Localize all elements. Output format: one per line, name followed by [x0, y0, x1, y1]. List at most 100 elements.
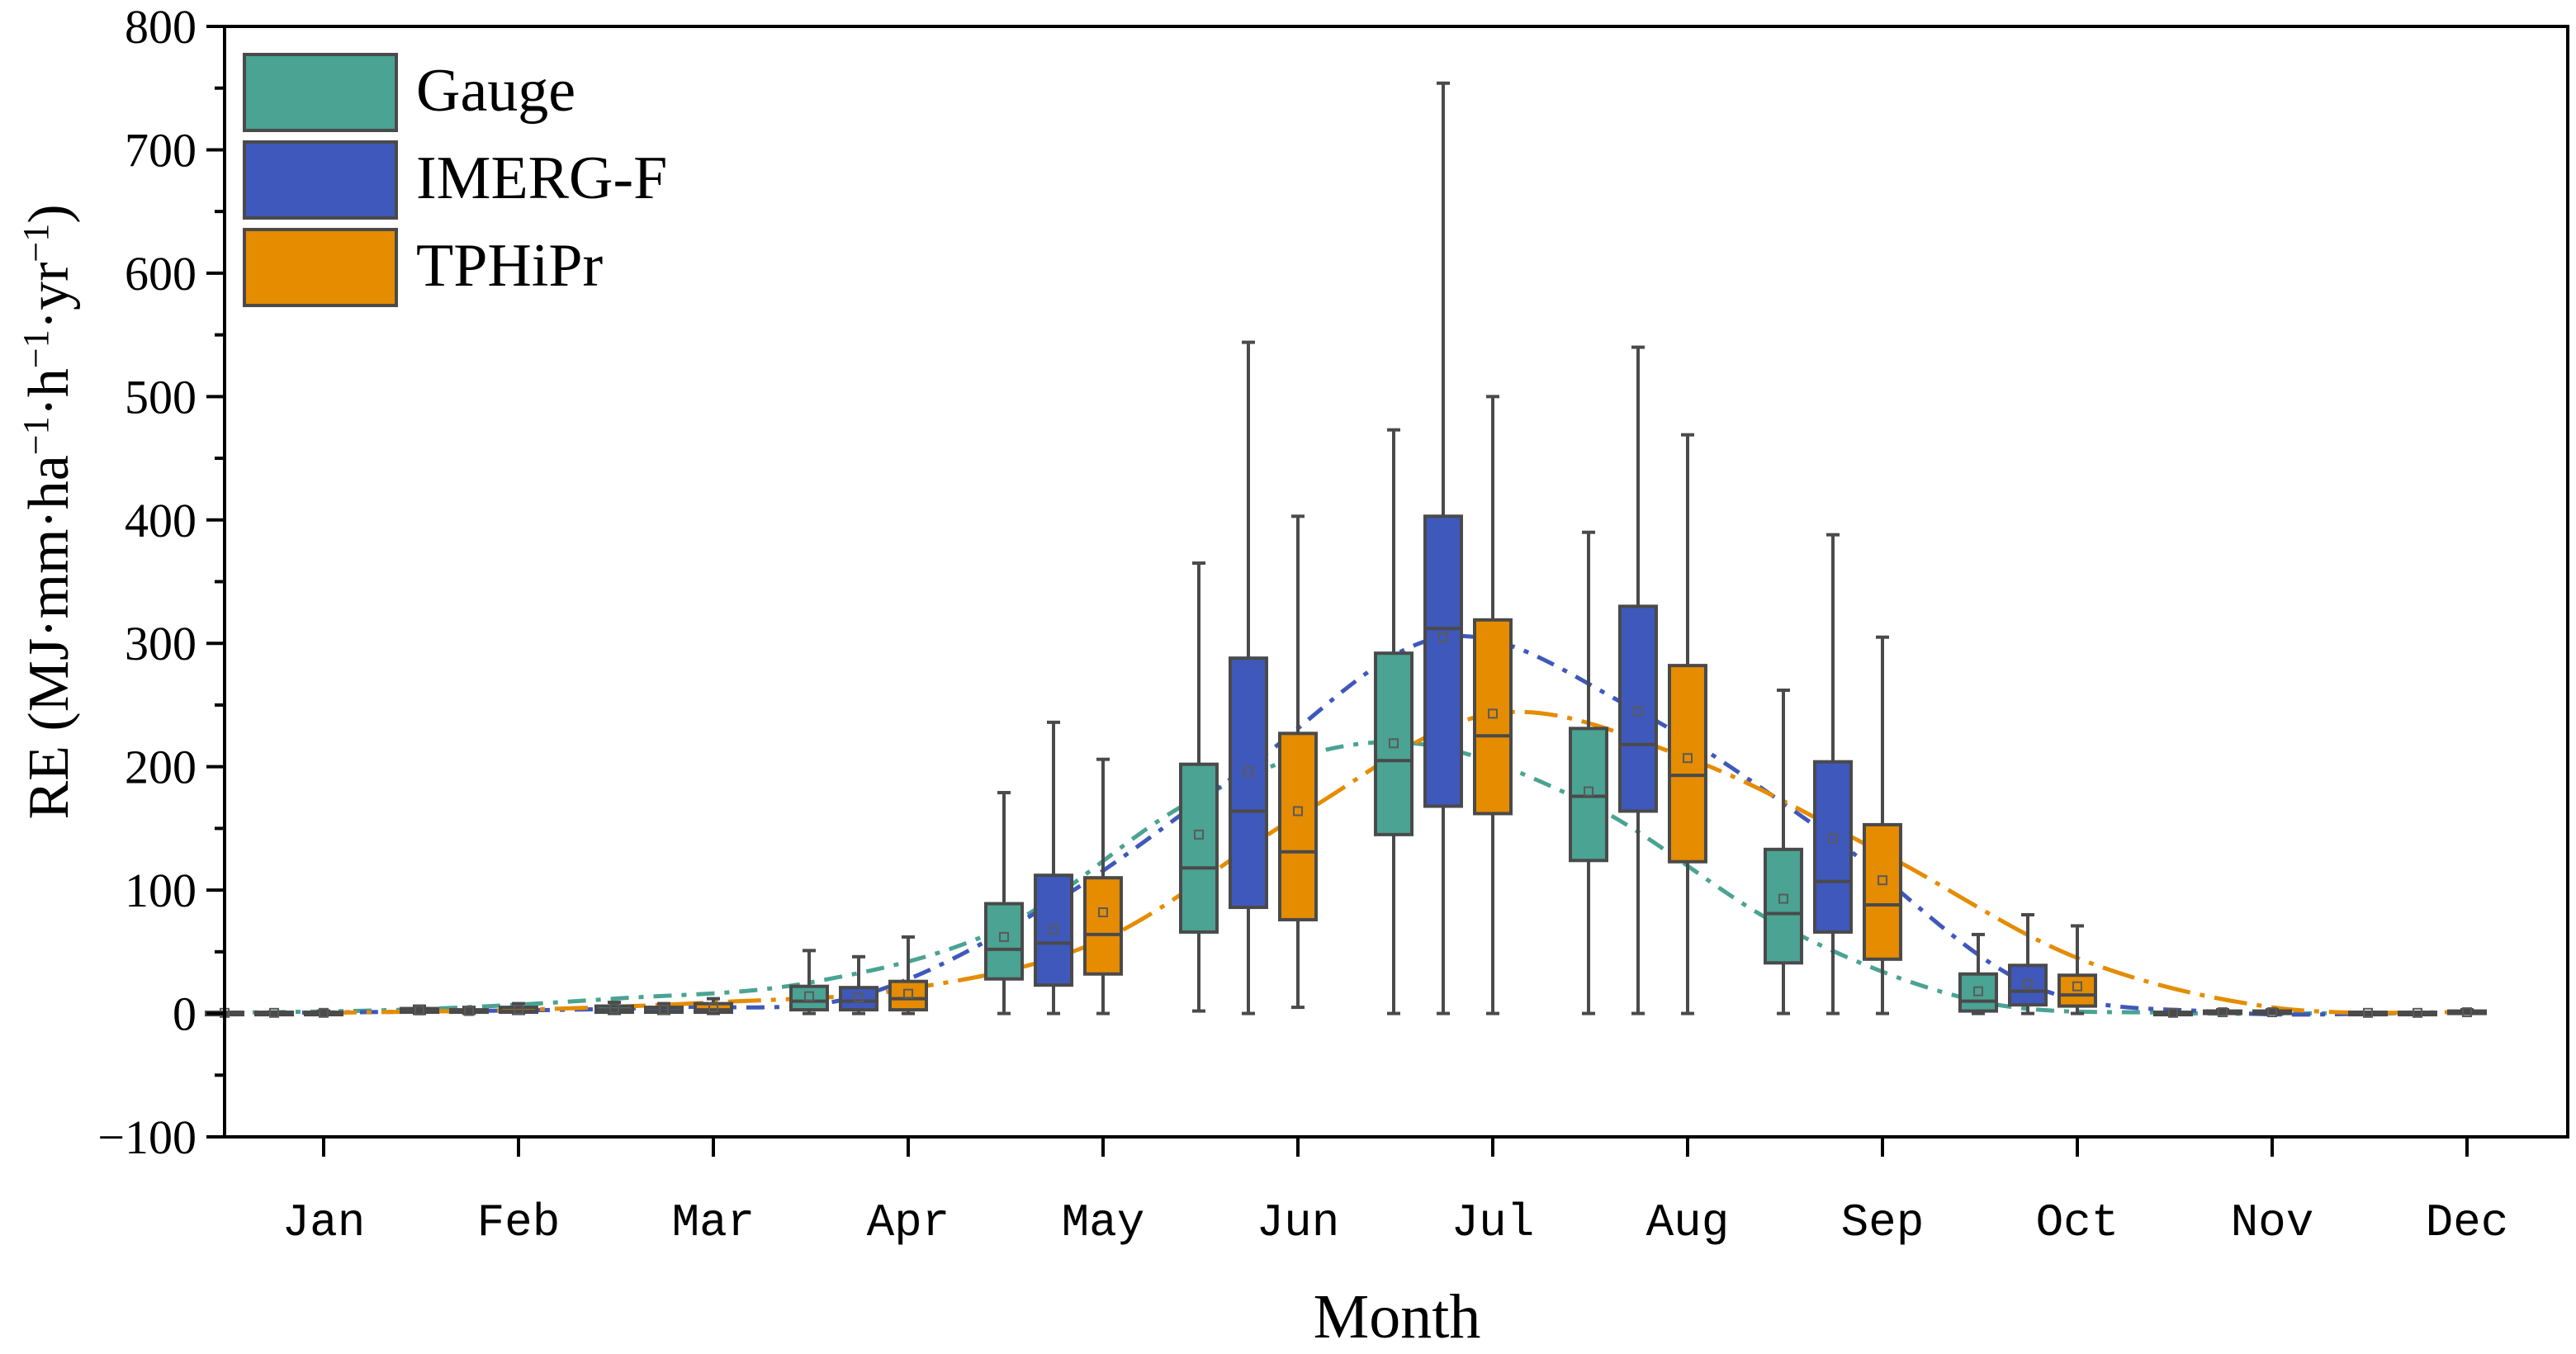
box-body [1618, 604, 1658, 813]
legend-swatch-gauge [243, 53, 398, 132]
mean-marker [2462, 1007, 2472, 1018]
box-body [1179, 762, 1219, 934]
box-tphipr-jun [1278, 514, 1318, 1010]
y-label-part: ·h [17, 368, 81, 416]
box-gauge-mar [594, 1001, 634, 1016]
box-tphipr-sep [1863, 635, 1902, 1016]
box-body [888, 979, 928, 1012]
y-label-superscript: −1 [16, 224, 56, 263]
box-body [1229, 656, 1268, 910]
box-gauge-sep [1764, 689, 1803, 1016]
legend-label-imerg-f: IMERG-F [416, 144, 667, 212]
mean-marker [659, 1005, 669, 1016]
box-body [1958, 972, 1998, 1013]
box-imerg-f-feb [449, 1006, 489, 1016]
box-gauge-feb [400, 1004, 439, 1016]
mean-marker [1633, 706, 1643, 717]
mean-marker [1293, 806, 1303, 817]
y-tick-label: 500 [125, 370, 197, 424]
y-label-superscript: −1 [16, 416, 56, 455]
y-tick-label: −100 [97, 1110, 197, 1164]
box-gauge-nov [2153, 1007, 2193, 1018]
box-body [1034, 873, 1073, 987]
x-tick-label: Feb [477, 1196, 561, 1249]
x-axis: Jan Feb Mar Apr May Jun Jul Aug Sep Oct Nov Dec [282, 1137, 2509, 1249]
mean-marker [609, 1003, 619, 1014]
box-imerg-f-mar [644, 1001, 684, 1016]
mean-marker [414, 1005, 424, 1016]
box-tphipr-dec [2447, 1007, 2487, 1018]
box-tphipr-feb [499, 1001, 538, 1016]
mean-marker [1973, 986, 1983, 997]
x-tick-label: Sep [1841, 1196, 1925, 1249]
x-tick-label: Oct [2036, 1196, 2119, 1249]
box-group [205, 81, 2487, 1018]
box-body [839, 986, 878, 1012]
box-imerg-f-may [1034, 720, 1073, 1016]
y-tick-label: 200 [125, 741, 197, 794]
box-imerg-f-apr [839, 954, 878, 1016]
mean-marker [2363, 1007, 2373, 1018]
box-body [1083, 876, 1123, 976]
mean-marker [464, 1006, 474, 1016]
box-gauge-dec [2348, 1007, 2388, 1018]
mean-marker [2413, 1007, 2422, 1018]
mean-marker [269, 1007, 279, 1018]
legend-swatch-tphipr [243, 228, 398, 307]
box-gauge-jul [1374, 428, 1413, 1016]
y-tick-label: 400 [125, 494, 197, 547]
y-tick-label: 800 [125, 0, 197, 54]
mean-marker [1488, 708, 1498, 719]
y-label-part: RE (MJ·mm·ha [17, 455, 81, 819]
x-tick-label: Jan [282, 1196, 366, 1249]
mean-marker [903, 988, 913, 999]
y-label-superscript: −1 [16, 329, 56, 368]
mean-marker [999, 931, 1009, 942]
box-tphipr-apr [888, 935, 928, 1016]
y-tick-label: 100 [125, 864, 197, 917]
mean-marker [1438, 632, 1448, 642]
mean-marker [2218, 1007, 2228, 1018]
mean-marker [2072, 981, 2082, 992]
x-tick-label: Jun [1257, 1196, 1340, 1249]
box-body [1668, 664, 1707, 864]
y-label-part: ) [17, 204, 81, 223]
x-tick-label: Mar [672, 1196, 755, 1249]
box-gauge-aug [1569, 530, 1608, 1016]
mean-marker [2267, 1007, 2277, 1018]
y-axis-label: RE (MJ·mm·ha−1·h−1·yr−1) [16, 204, 82, 819]
box-tphipr-jan [304, 1007, 343, 1018]
mean-marker [1098, 907, 1108, 918]
y-tick-label: 700 [125, 123, 197, 177]
mean-marker [1878, 875, 1887, 886]
y-tick-label: 0 [173, 987, 197, 1041]
x-tick-label: Dec [2426, 1196, 2509, 1249]
box-tphipr-oct [2057, 924, 2097, 1016]
mean-marker [1243, 766, 1253, 777]
box-tphipr-jul [1473, 395, 1513, 1016]
box-imerg-f-dec [2398, 1007, 2437, 1018]
box-gauge-jun [1179, 561, 1219, 1013]
mean-marker [1389, 738, 1399, 749]
box-imerg-f-nov [2203, 1007, 2242, 1018]
mean-marker [708, 1002, 718, 1013]
y-tick-label: 600 [125, 247, 197, 301]
x-tick-label: Nov [2231, 1196, 2314, 1249]
mean-marker [1683, 753, 1693, 764]
box-imerg-f-jul [1423, 81, 1463, 1016]
mean-marker [1584, 786, 1593, 797]
mean-marker [2023, 978, 2033, 989]
box-body [1863, 822, 1902, 961]
box-imerg-f-sep [1813, 533, 1853, 1016]
box-body [2008, 963, 2048, 1007]
box-imerg-f-oct [2008, 913, 2048, 1016]
box-imerg-f-jan [254, 1007, 294, 1018]
mean-marker [1049, 924, 1058, 935]
x-tick-label: Jul [1451, 1196, 1535, 1249]
box-tphipr-nov [2252, 1007, 2292, 1018]
x-tick-label: May [1062, 1196, 1145, 1249]
legend-label-tphipr: TPHiPr [416, 232, 603, 300]
box-gauge-may [984, 791, 1024, 1016]
y-axis: −100 0 100 200 300 400 500 600 700 800 [97, 0, 225, 1164]
box-body [1764, 847, 1803, 965]
